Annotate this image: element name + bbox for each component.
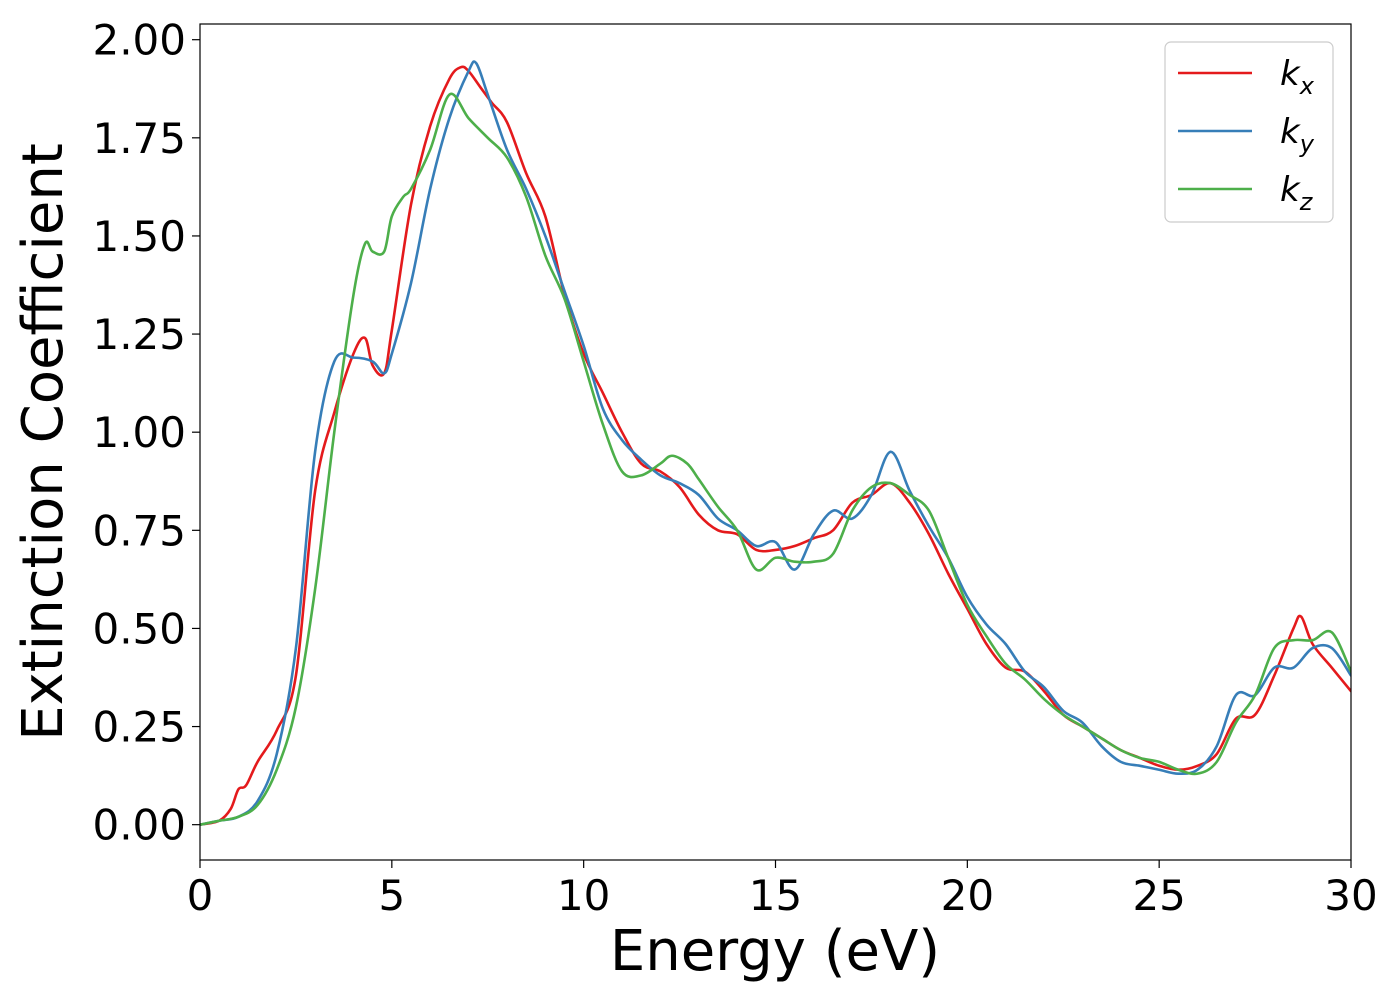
y-tick-label: 1.75 xyxy=(92,114,186,163)
legend-label-x: kx xyxy=(1280,54,1315,100)
series-line-z xyxy=(200,92,1351,826)
x-tick-label: 0 xyxy=(187,871,214,920)
x-tick-label: 25 xyxy=(1132,871,1185,920)
y-tick-label: 0.75 xyxy=(92,506,186,555)
y-tick-label: 1.50 xyxy=(92,212,186,261)
y-tick-label: 2.00 xyxy=(92,16,186,65)
legend: kx ky kz xyxy=(1164,41,1334,223)
y-tick-label: 0.00 xyxy=(92,801,186,850)
x-axis-title: Energy (eV) xyxy=(610,919,940,984)
x-tick-label: 15 xyxy=(749,871,802,920)
axes-layer: 0 5 10 15 20 25 30 0.00 0.25 0.50 0.75 1.00 1.25 1.50… xyxy=(92,16,1377,920)
y-tick-label: 0.25 xyxy=(92,703,186,752)
series-layer xyxy=(200,60,1351,826)
legend-label-y: ky xyxy=(1280,112,1315,158)
y-tick-label: 1.00 xyxy=(92,408,186,457)
x-tick-label: 5 xyxy=(378,871,405,920)
x-tick-label: 10 xyxy=(557,871,610,920)
y-axis-title: Extinction Coefficient xyxy=(11,143,76,741)
y-tick-label: 0.50 xyxy=(92,604,186,653)
series-line-x xyxy=(200,65,1351,826)
legend-label-z: kz xyxy=(1280,170,1314,216)
y-tick-label: 1.25 xyxy=(92,310,186,359)
x-tick-label: 30 xyxy=(1324,871,1377,920)
x-tick-label: 20 xyxy=(941,871,994,920)
